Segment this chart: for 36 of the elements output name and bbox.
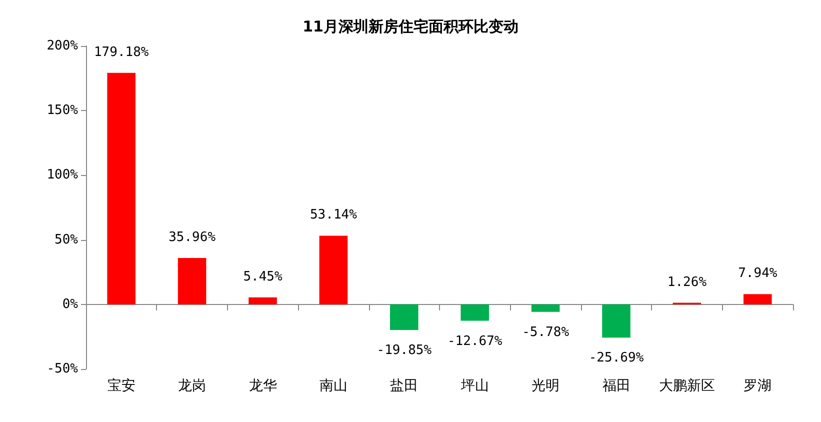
bar	[460, 304, 489, 321]
data-label: 7.94%	[738, 266, 778, 282]
data-label: -19.85%	[376, 343, 432, 358]
x-tick-label: 罗湖	[744, 378, 772, 394]
bar	[319, 236, 348, 304]
data-label: -12.67%	[447, 334, 502, 349]
data-label: 1.26%	[667, 274, 707, 290]
x-tick-label: 南山	[319, 378, 348, 394]
x-tick-label: 光明	[532, 378, 560, 394]
x-tick-label: 龙华	[248, 378, 277, 394]
bar	[178, 258, 206, 304]
bar	[531, 304, 560, 312]
data-label: 5.45%	[243, 269, 282, 284]
bar	[390, 304, 418, 330]
chart-title: 11月深圳新房住宅面积环比变动	[302, 18, 518, 36]
data-label: 53.14%	[310, 208, 358, 223]
data-label: -25.69%	[588, 350, 644, 366]
y-tick-label: -50%	[46, 362, 78, 376]
data-label: 179.18%	[94, 44, 149, 60]
y-tick-label: 50%	[54, 232, 78, 248]
x-tick-label: 坪山	[460, 378, 489, 394]
y-tick-label: 150%	[46, 103, 78, 118]
y-tick-label: 200%	[46, 38, 78, 54]
bar	[107, 72, 136, 304]
y-tick-label: 100%	[46, 168, 78, 183]
x-tick-label: 盐田	[390, 378, 418, 394]
data-label: -5.78%	[522, 324, 570, 340]
bar	[602, 304, 630, 338]
bar	[744, 294, 772, 304]
x-tick-label: 龙岗	[178, 378, 206, 394]
x-tick-label: 福田	[602, 378, 630, 394]
y-tick-label: 0%	[62, 296, 78, 312]
x-tick-label: 宝安	[107, 378, 136, 394]
bar	[248, 297, 277, 304]
x-tick-label: 大鹏新区	[658, 378, 715, 394]
data-label: 35.96%	[168, 230, 216, 245]
